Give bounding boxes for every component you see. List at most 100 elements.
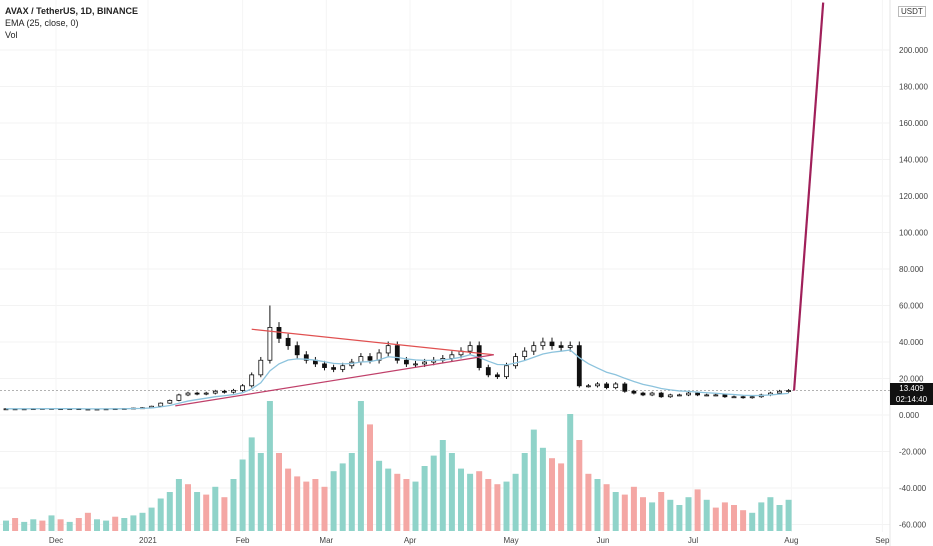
volume-bar <box>685 497 692 531</box>
volume-bar <box>667 499 674 531</box>
volume-bar <box>712 507 719 531</box>
candle-body <box>494 374 500 378</box>
triangle-lower-line <box>175 354 494 407</box>
volume-bar <box>103 520 110 531</box>
last-price: 13.409 <box>899 384 924 393</box>
candle-body <box>622 383 628 392</box>
volume-bar <box>776 505 783 531</box>
y-tick-label: 180.000 <box>899 83 928 92</box>
volume-legend[interactable]: Vol <box>5 30 18 40</box>
candle-body <box>240 385 246 391</box>
volume-bar <box>166 492 173 531</box>
y-tick-label: -20.000 <box>899 448 927 457</box>
currency-label[interactable]: USDT <box>898 6 926 17</box>
candle-body <box>185 392 191 396</box>
volume-bar <box>539 447 546 531</box>
triangle-upper-line <box>251 328 494 356</box>
volume-bar <box>12 518 19 531</box>
volume-bar <box>294 476 301 531</box>
ema-line <box>5 349 789 410</box>
trendlines[interactable] <box>175 2 825 407</box>
candle-body <box>385 345 391 354</box>
volume-bar <box>230 479 237 531</box>
candle-body <box>422 361 428 365</box>
y-tick-label: 0.000 <box>899 411 920 420</box>
volume-bar <box>276 453 282 531</box>
candle-body <box>640 392 646 396</box>
y-tick-label: -40.000 <box>899 484 927 493</box>
x-tick-label: Jun <box>597 536 610 545</box>
candle-body <box>786 390 791 392</box>
ema-legend[interactable]: EMA (25, close, 0) <box>5 18 79 28</box>
x-tick-label: Jul <box>688 536 698 545</box>
projection-line <box>792 2 825 391</box>
volume-bar <box>485 479 492 531</box>
volume-bar <box>503 481 510 531</box>
x-tick-label: Dec <box>49 536 63 545</box>
candle-body <box>158 402 164 407</box>
volume-bar <box>130 515 137 531</box>
volume-bar <box>458 468 464 531</box>
last-price-tag: 13.409 02:14:40 <box>890 383 933 405</box>
candle-body <box>221 390 227 393</box>
candle-body <box>595 383 600 387</box>
volume-bar <box>330 471 337 531</box>
volume-bar <box>785 499 792 531</box>
volume-bar <box>185 484 191 531</box>
volume-bar <box>749 512 756 531</box>
candle-body <box>331 367 337 370</box>
x-tick-label: Sep <box>875 536 890 545</box>
volume-bar <box>84 512 91 531</box>
candle-body <box>740 396 746 399</box>
volume-bar <box>549 458 555 531</box>
volume-bar <box>312 479 319 531</box>
candle-body <box>403 359 409 365</box>
candle-body <box>249 374 255 387</box>
volume-bar <box>476 471 483 531</box>
volume-bar <box>448 453 455 531</box>
volume-bar <box>612 492 619 531</box>
volume-bar <box>703 499 710 531</box>
y-tick-label: 60.000 <box>899 302 924 311</box>
candle-body <box>677 394 682 397</box>
volume-bar <box>430 455 437 531</box>
candle-body <box>531 345 537 352</box>
time-axis[interactable]: Dec 2021 Feb Mar Apr May Jun Jul Aug Sep <box>49 536 890 545</box>
candle-body <box>413 363 418 366</box>
candle-body <box>586 385 591 388</box>
y-tick-label: 160.000 <box>899 119 928 128</box>
symbol-title[interactable]: AVAX / TetherUS, 1D, BINANCE <box>5 6 139 16</box>
volume-bar <box>203 494 210 531</box>
volume-bar <box>603 484 610 531</box>
volume-bar <box>421 466 428 531</box>
volume-bar <box>439 440 446 531</box>
candle-body <box>558 345 564 348</box>
volume-bar <box>567 414 574 531</box>
y-tick-label: -60.000 <box>899 521 927 530</box>
price-axis[interactable]: 200.000 180.000 160.000 140.000 120.000 100.0… <box>899 46 928 530</box>
candle-body <box>604 383 609 389</box>
volume-bar <box>585 473 592 531</box>
volume-bar <box>3 520 9 531</box>
volume-bar <box>239 459 246 531</box>
candle-body <box>649 392 655 396</box>
volume-bar <box>212 486 219 531</box>
volume-bar <box>339 463 346 531</box>
candle-body <box>367 356 373 361</box>
x-tick-label: Apr <box>404 536 417 545</box>
y-tick-label: 200.000 <box>899 46 928 55</box>
candle-body <box>258 359 264 376</box>
candle-body <box>294 345 300 356</box>
volume-bar <box>30 519 37 531</box>
volume-bar <box>175 479 182 531</box>
candle-body <box>303 354 309 361</box>
volume-bar <box>39 520 46 531</box>
candle-body <box>322 363 327 368</box>
volume-bar <box>94 519 100 531</box>
volume-bar <box>731 505 737 531</box>
candle-body <box>731 396 737 399</box>
volume-bar <box>112 516 119 531</box>
volume-bar <box>75 518 82 531</box>
volume-bar <box>403 479 410 531</box>
